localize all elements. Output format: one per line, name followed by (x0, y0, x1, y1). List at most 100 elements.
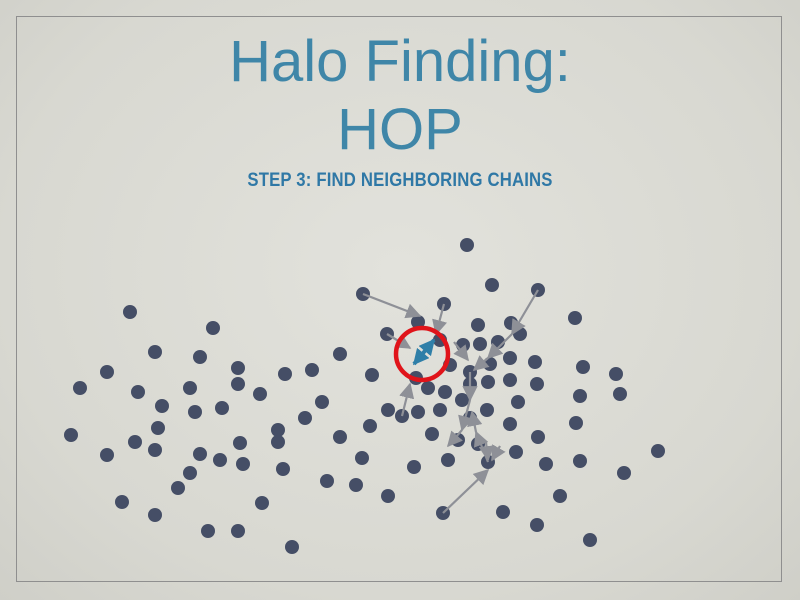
particle (438, 385, 452, 399)
chain-arrow (362, 292, 422, 319)
particle (411, 405, 425, 419)
particle (651, 444, 665, 458)
chain-arrow (478, 441, 495, 462)
particle (411, 315, 425, 329)
particle (100, 448, 114, 462)
particle (455, 393, 469, 407)
chain-arrow (432, 303, 448, 336)
slide-frame (16, 16, 782, 582)
chain-arrow-group (362, 289, 539, 514)
slide-title-line1: Halo Finding: (229, 29, 571, 94)
particle (573, 389, 587, 403)
particle (64, 428, 78, 442)
particle (285, 540, 299, 554)
particle (573, 454, 587, 468)
particle (433, 403, 447, 417)
chain-arrow (442, 468, 490, 514)
particle (471, 318, 485, 332)
particle (171, 481, 185, 495)
particle (473, 337, 487, 351)
particle (305, 363, 319, 377)
particle (255, 496, 269, 510)
particle (148, 508, 162, 522)
particle (381, 489, 395, 503)
particle (193, 447, 207, 461)
chain-arrow (486, 333, 513, 360)
particle (617, 466, 631, 480)
chain-arrow (511, 289, 539, 336)
particle (231, 524, 245, 538)
particle (553, 489, 567, 503)
particle (213, 453, 227, 467)
particle (583, 533, 597, 547)
particle (568, 311, 582, 325)
particle (365, 368, 379, 382)
slide-subtitle: STEP 3: FIND NEIGHBORING CHAINS (247, 170, 553, 191)
particle (271, 435, 285, 449)
particle (183, 466, 197, 480)
particle (188, 405, 202, 419)
particle (441, 453, 455, 467)
particle (206, 321, 220, 335)
particle (539, 457, 553, 471)
chain-arrow (446, 429, 463, 448)
particle (298, 411, 312, 425)
particle (73, 381, 87, 395)
particle (233, 436, 247, 450)
particle (236, 457, 250, 471)
particle (333, 347, 347, 361)
particle (231, 361, 245, 375)
particle (193, 350, 207, 364)
particle (155, 399, 169, 413)
slide-title-line2: HOP (337, 97, 463, 162)
particle-group (64, 238, 665, 554)
particle (531, 430, 545, 444)
chain-arrow (453, 341, 469, 362)
particle (271, 423, 285, 437)
particle (201, 524, 215, 538)
particle (456, 338, 470, 352)
particle (131, 385, 145, 399)
particle (481, 375, 495, 389)
particle (215, 401, 229, 415)
particle (128, 435, 142, 449)
particle (363, 419, 377, 433)
particle (315, 395, 329, 409)
chain-arrow (472, 355, 490, 372)
particle (503, 373, 517, 387)
particle (276, 462, 290, 476)
particle (613, 387, 627, 401)
particle (355, 451, 369, 465)
particle (320, 474, 334, 488)
highlight-ring (393, 325, 451, 383)
particle (100, 365, 114, 379)
particle (609, 367, 623, 381)
particle (183, 381, 197, 395)
particle (511, 395, 525, 409)
particle (123, 305, 137, 319)
particle (333, 430, 347, 444)
particle (231, 377, 245, 391)
particle (253, 387, 267, 401)
particle (421, 381, 435, 395)
chain-arrow (467, 410, 483, 433)
particle (485, 278, 499, 292)
particle (509, 445, 523, 459)
particle (407, 460, 421, 474)
neighbor-link-group (412, 338, 436, 366)
particle (480, 403, 494, 417)
particle (576, 360, 590, 374)
particle (148, 443, 162, 457)
particle (278, 367, 292, 381)
particle (530, 518, 544, 532)
chain-arrow (399, 382, 415, 417)
particle (148, 345, 162, 359)
chain-arrow (458, 399, 474, 432)
particle (115, 495, 129, 509)
chain-arrow (491, 444, 506, 462)
neighbor-chain-arrow (412, 338, 436, 366)
particle (503, 417, 517, 431)
particle (425, 427, 439, 441)
particle (528, 355, 542, 369)
